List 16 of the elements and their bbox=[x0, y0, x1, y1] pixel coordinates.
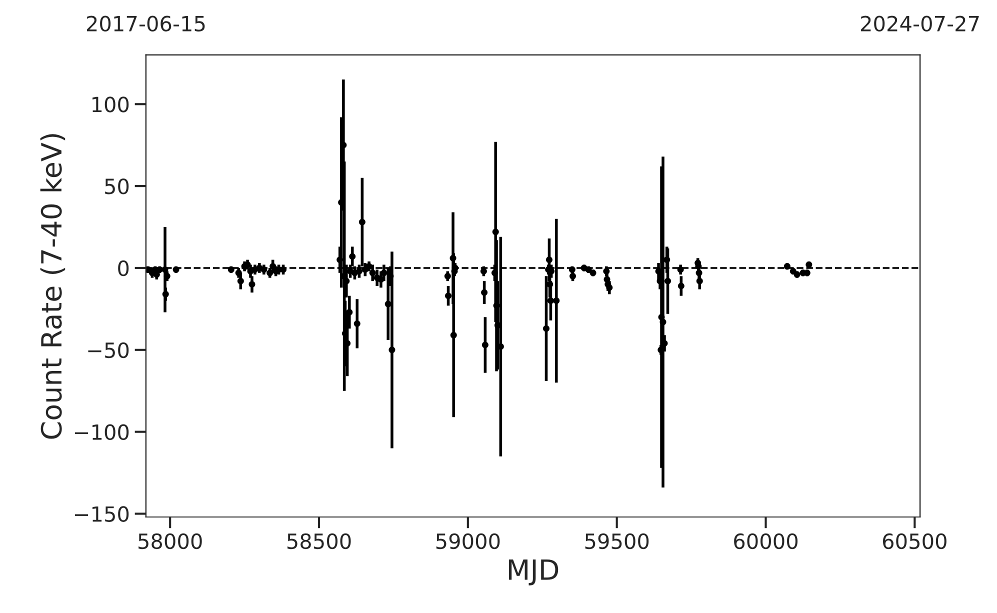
y-tick-label: −100 bbox=[74, 424, 129, 440]
y-tick-label: 0 bbox=[118, 260, 129, 276]
x-tick-label: 60000 bbox=[734, 533, 798, 550]
x-axis-title: MJD bbox=[508, 560, 558, 586]
y-tick-label: 50 bbox=[105, 178, 129, 194]
x-tick-label: 59500 bbox=[585, 533, 649, 550]
y-axis-title: Count Rate (7-40 keV) bbox=[40, 134, 66, 439]
x-tick-label: 60500 bbox=[882, 533, 946, 550]
x-tick-label: 58000 bbox=[138, 533, 202, 550]
x-tick-label: 59000 bbox=[436, 533, 500, 550]
x2-tick-label: 2017-06-15 bbox=[86, 16, 205, 32]
y-tick-label: 100 bbox=[92, 96, 129, 112]
x2-tick-label: 2024-07-27 bbox=[861, 16, 979, 32]
x-tick-label: 58500 bbox=[287, 533, 351, 550]
y-tick-label: −50 bbox=[88, 342, 129, 358]
y-tick-label: −150 bbox=[74, 506, 129, 522]
